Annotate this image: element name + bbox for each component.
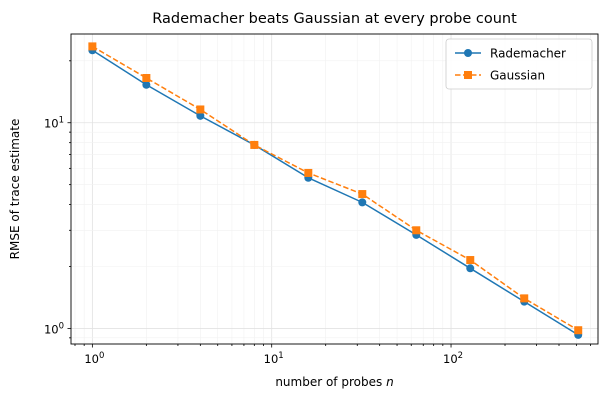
x-tick-label: 101 [264, 351, 284, 366]
legend-label-rademacher: Rademacher [490, 47, 566, 61]
data-point-circle [358, 198, 367, 207]
chart-title: Rademacher beats Gaussian at every probe… [152, 11, 517, 27]
x-tick-label: 102 [443, 351, 463, 366]
data-point-circle [466, 264, 475, 273]
y-tick-label-base: 10 [44, 117, 59, 131]
x-axis-label: number of probes n [275, 375, 393, 389]
legend: Rademacher Gaussian [445, 38, 593, 90]
series-line-gaussian [91, 45, 579, 331]
x-tick-label-exponent: 1 [278, 351, 283, 361]
x-tick-label: 100 [84, 351, 104, 366]
y-axis-label: RMSE of trace estimate [8, 119, 22, 260]
data-point-square [520, 294, 529, 303]
data-point-square [250, 140, 259, 149]
y-tick-label-base: 10 [44, 322, 59, 336]
data-point-square [412, 226, 421, 235]
data-point-circle [142, 80, 151, 89]
data-point-circle [196, 111, 205, 120]
data-point-square [142, 73, 151, 82]
x-tick-label-base: 10 [443, 352, 458, 366]
data-point-square [304, 168, 313, 177]
legend-marker-square [464, 71, 472, 79]
x-axis-label-variable: n [386, 375, 394, 389]
plot-series [88, 42, 583, 339]
legend-label-gaussian: Gaussian [490, 69, 545, 83]
legend-marker-circle [464, 49, 472, 57]
x-axis-label-text: number of probes [275, 375, 382, 389]
y-tick-label-exponent: 0 [59, 321, 64, 331]
y-tick-label: 100 [44, 321, 64, 336]
data-point-square [358, 190, 367, 199]
y-tick-label: 101 [44, 116, 64, 131]
legend-box [445, 38, 593, 90]
series-gaussian [88, 42, 583, 335]
data-point-square [466, 256, 475, 265]
x-tick-label-base: 10 [264, 352, 279, 366]
data-point-square [196, 105, 205, 114]
series-line-rademacher [91, 49, 579, 336]
data-point-square [88, 42, 97, 51]
plot-frame [70, 33, 599, 345]
x-tick-label-base: 10 [84, 352, 99, 366]
data-point-square [574, 326, 583, 335]
x-tick-label-exponent: 0 [99, 351, 104, 361]
y-tick-label-exponent: 1 [59, 116, 64, 126]
x-tick-label-exponent: 2 [458, 351, 463, 361]
grid [71, 34, 598, 344]
